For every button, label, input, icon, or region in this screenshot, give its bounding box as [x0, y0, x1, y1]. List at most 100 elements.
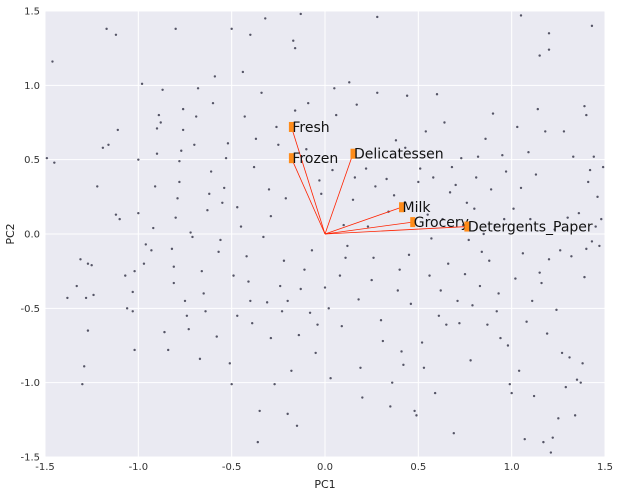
scatter-point	[420, 341, 424, 344]
scatter-point	[389, 405, 392, 408]
scatter-point	[359, 366, 362, 369]
scatter-point	[435, 93, 439, 96]
scatter-point	[202, 292, 205, 295]
scatter-point	[493, 223, 497, 227]
scatter-point	[133, 348, 136, 352]
scatter-point	[144, 243, 147, 246]
scatter-point	[467, 238, 470, 242]
scatter-point	[428, 274, 431, 277]
scatter-point	[228, 362, 231, 365]
scatter-point	[590, 240, 594, 243]
scatter-point	[465, 201, 469, 204]
scatter-point	[495, 310, 498, 313]
scatter-point	[585, 247, 588, 251]
scatter-point	[527, 151, 530, 154]
scatter-point	[587, 180, 590, 184]
scatter-point	[107, 143, 110, 146]
scatter-point	[463, 272, 467, 276]
scatter-point	[75, 284, 78, 288]
scatter-point	[260, 91, 263, 94]
scatter-point	[295, 424, 299, 427]
scatter-point	[413, 409, 416, 413]
vector-marker	[350, 148, 356, 159]
scatter-point	[562, 130, 566, 133]
scatter-point	[570, 255, 573, 258]
scatter-point	[292, 39, 295, 42]
scatter-point	[551, 436, 554, 439]
scatter-point	[183, 299, 187, 303]
scatter-point	[329, 377, 332, 380]
scatter-point	[460, 156, 463, 160]
scatter-point	[153, 185, 157, 188]
scatter-point	[254, 137, 258, 141]
scatter-point	[598, 244, 601, 248]
scatter-point	[124, 274, 127, 277]
x-tick-label: 0.0	[317, 462, 333, 473]
scatter-point	[529, 217, 532, 221]
vector-line	[291, 126, 326, 235]
scatter-point	[226, 142, 230, 145]
scatter-point	[361, 396, 364, 399]
scatter-point	[544, 130, 547, 133]
scatter-point	[269, 336, 273, 340]
scatter-point	[542, 440, 545, 444]
scatter-point	[155, 127, 159, 130]
scatter-point	[547, 32, 551, 35]
scatter-point	[430, 237, 433, 240]
scatter-point	[484, 137, 487, 141]
scatter-point	[545, 332, 549, 335]
scatter-point	[213, 75, 217, 78]
scatter-point	[400, 350, 403, 353]
scatter-point	[456, 299, 459, 303]
scatter-point	[84, 296, 88, 300]
scatter-point	[230, 382, 233, 386]
scatter-point	[181, 107, 185, 111]
scatter-point	[105, 27, 108, 31]
scatter-point	[256, 440, 259, 444]
scatter-point	[125, 307, 129, 310]
scatter-point	[221, 201, 224, 204]
scatter-point	[409, 302, 413, 306]
scatter-point	[299, 287, 302, 291]
scatter-point	[305, 148, 308, 151]
x-tick-label: 1.0	[504, 462, 520, 473]
scatter-point	[475, 176, 478, 179]
scatter-point	[568, 356, 571, 359]
scatter-point	[335, 113, 338, 117]
scatter-point	[178, 159, 181, 163]
scatter-point	[348, 81, 351, 84]
scatter-point	[538, 271, 541, 274]
scatter-point	[473, 207, 476, 210]
vector-label: Fresh	[292, 120, 329, 136]
scatter-point	[432, 176, 435, 179]
scatter-point	[514, 277, 517, 280]
scatter-point	[519, 14, 523, 17]
scatter-point	[585, 113, 588, 117]
scatter-point	[353, 176, 357, 179]
vector-marker	[399, 202, 405, 213]
vector-line	[324, 206, 402, 235]
scatter-point	[573, 414, 577, 417]
scatter-point	[590, 24, 594, 28]
scatter-point	[195, 115, 198, 118]
scatter-point	[45, 156, 49, 160]
scatter-point	[157, 113, 161, 117]
y-tick-label: -1.0	[20, 378, 40, 389]
scatter-point	[191, 235, 194, 239]
scatter-point	[118, 217, 121, 221]
scatter-point	[185, 314, 189, 317]
scatter-point	[557, 417, 560, 420]
scatter-point	[178, 180, 181, 184]
scatter-point	[596, 195, 599, 199]
scatter-point	[133, 269, 136, 273]
scatter-point	[223, 186, 226, 190]
scatter-point	[579, 381, 582, 384]
scatter-point	[307, 101, 310, 105]
scatter-point	[532, 394, 536, 398]
scatter-point	[258, 409, 261, 413]
y-tick-label: -1.5	[20, 453, 40, 464]
scatter-point	[172, 281, 175, 285]
scatter-point	[269, 214, 273, 218]
